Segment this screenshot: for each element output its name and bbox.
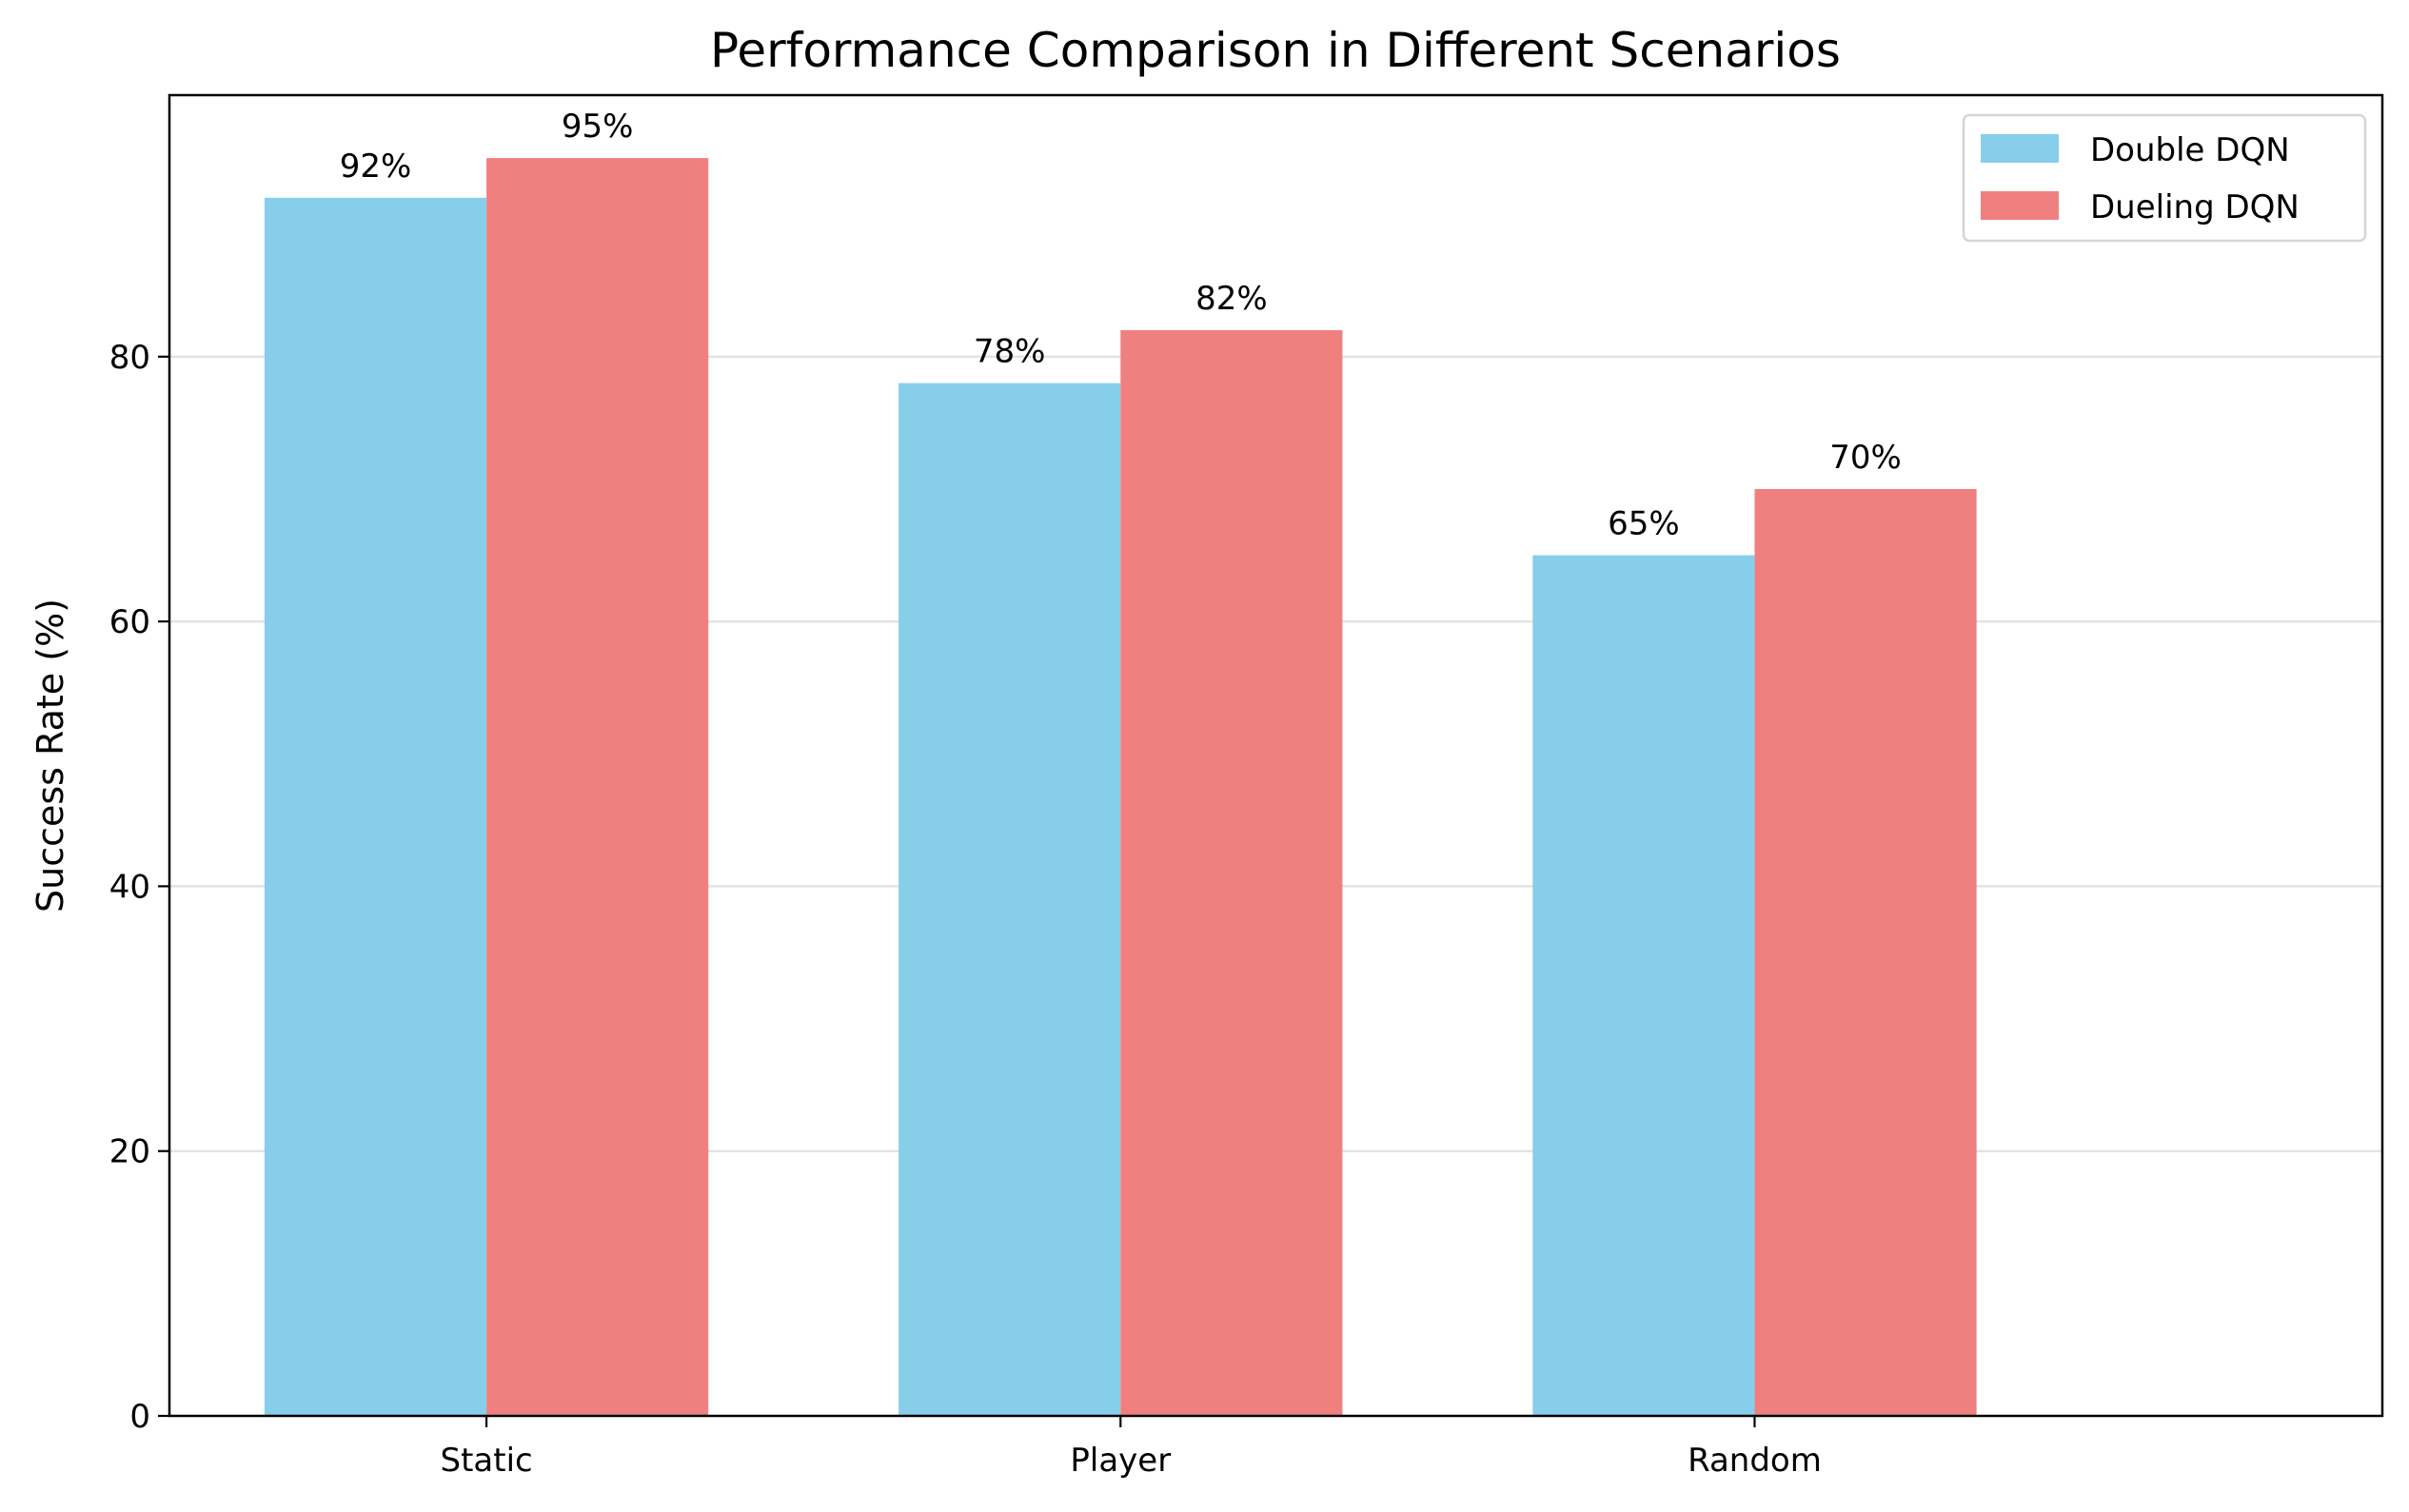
y-tick-label: 40 [109, 868, 150, 906]
x-tick-label: Static [440, 1442, 532, 1480]
x-tick-label: Random [1688, 1442, 1822, 1480]
y-tick-label: 80 [109, 339, 150, 377]
axis-ticks: 0 20 40 60 80 Static Player Random [109, 339, 1822, 1480]
y-tick-label: 0 [129, 1398, 150, 1436]
data-label: 65% [1608, 505, 1680, 543]
bars [264, 158, 1977, 1417]
data-label: 95% [562, 108, 634, 146]
data-label: 70% [1829, 439, 1902, 477]
bar-double-dqn-player [898, 383, 1121, 1416]
bar-dueling-dqn-player [1120, 329, 1343, 1417]
bar-dueling-dqn-static [486, 158, 709, 1417]
bar-dueling-dqn-random [1754, 488, 1977, 1416]
plot-frame [168, 93, 2384, 1418]
legend: Double DQN Dueling DQN [1962, 113, 2367, 243]
legend-box [1962, 113, 2367, 243]
legend-label-double-dqn: Double DQN [2090, 131, 2290, 169]
data-label: 82% [1195, 280, 1268, 318]
data-labels: 92% 78% 65% 95% 82% 70% [340, 108, 1902, 542]
legend-label-dueling-dqn: Dueling DQN [2090, 188, 2300, 226]
legend-swatch-double-dqn [1981, 134, 2059, 163]
chart-title: Performance Comparison in Different Scen… [710, 23, 1841, 78]
x-tick-label: Player [1070, 1442, 1171, 1480]
legend-swatch-dueling-dqn [1981, 191, 2059, 220]
data-label: 92% [340, 147, 412, 186]
data-label: 78% [974, 333, 1046, 371]
y-axis-label: Success Rate (%) [30, 599, 71, 913]
bar-double-dqn-random [1532, 555, 1755, 1416]
y-tick-label: 20 [109, 1133, 150, 1171]
bar-double-dqn-static [264, 197, 487, 1416]
y-tick-label: 60 [109, 603, 150, 641]
